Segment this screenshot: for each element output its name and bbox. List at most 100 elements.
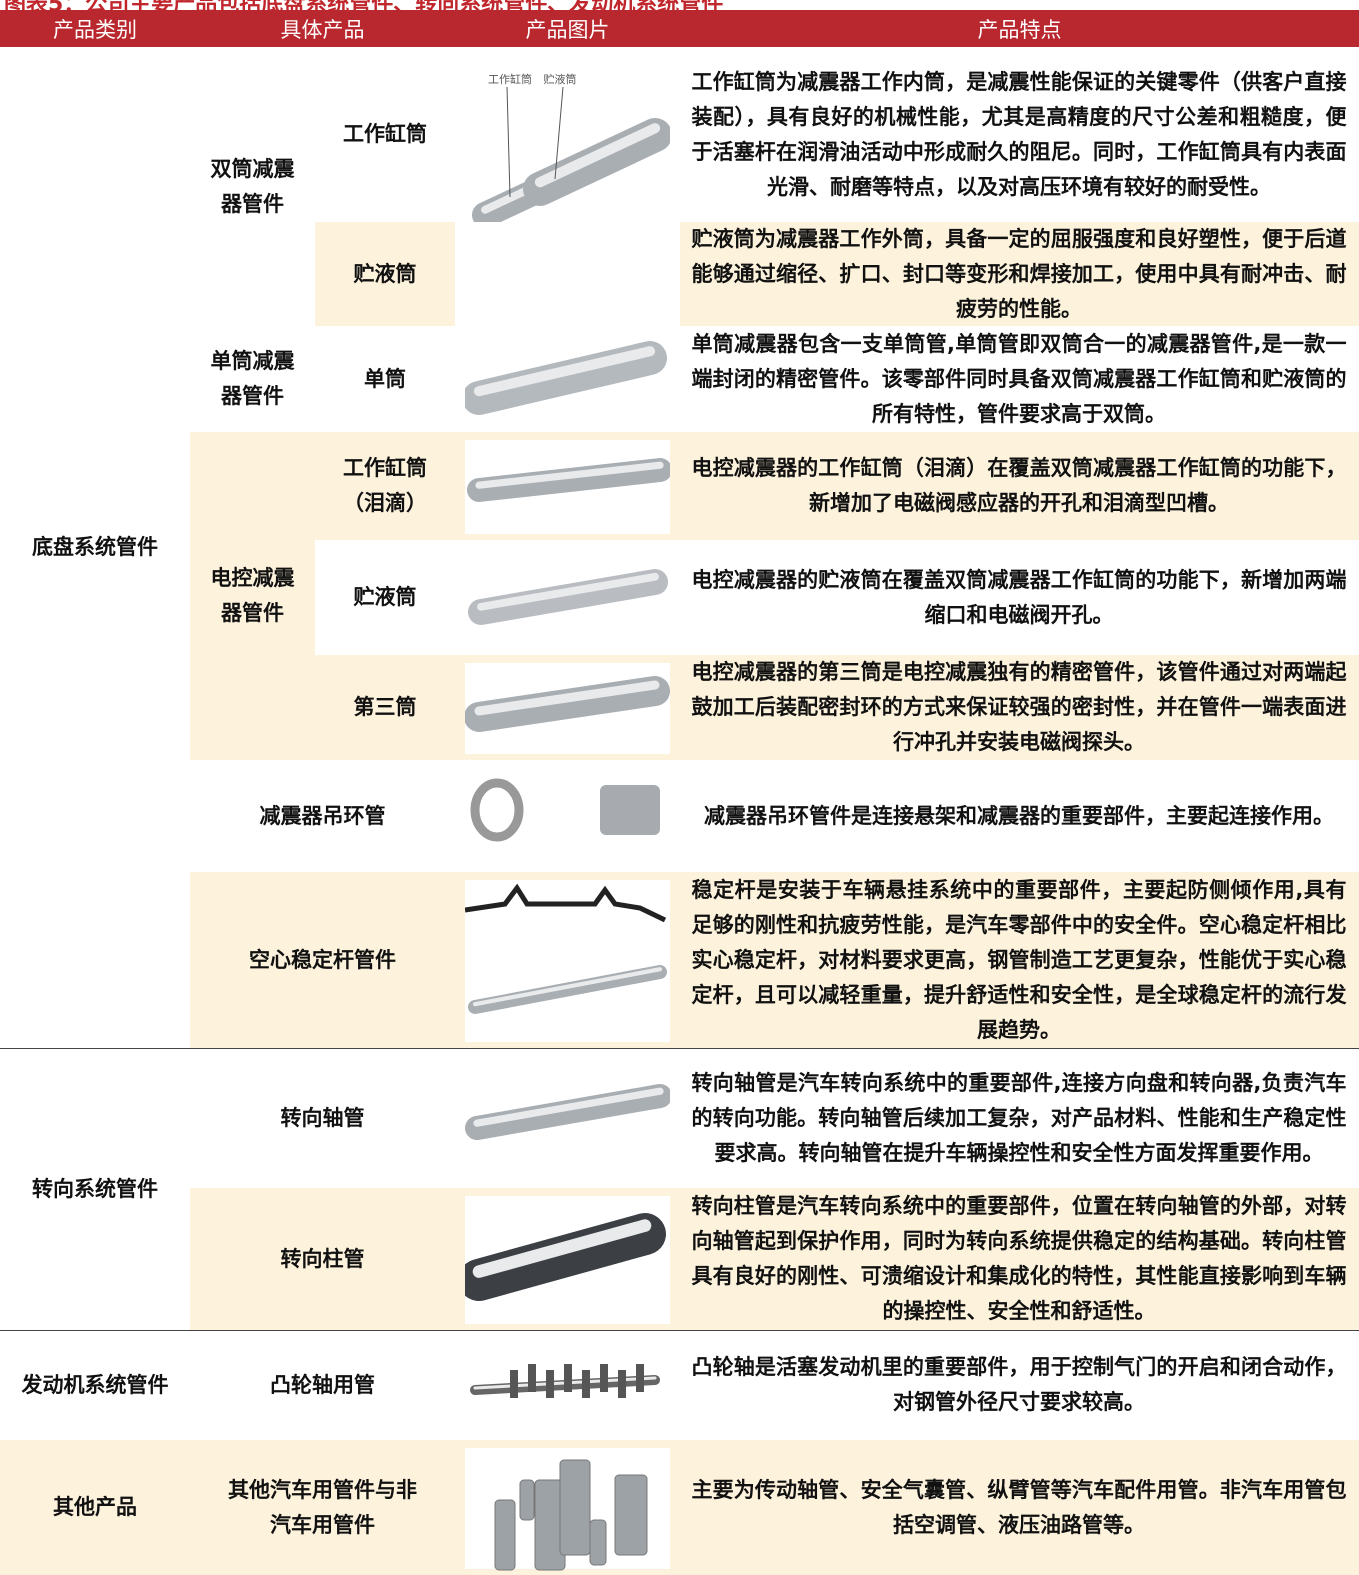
cream-bg <box>190 1188 1359 1330</box>
tube <box>465 1213 666 1301</box>
sub-category: 单筒减震器管件 <box>190 326 315 432</box>
tube-highlight <box>472 1219 652 1278</box>
description-text: 贮液筒为减震器工作外筒，具备一定的屈服强度和良好塑性，便于后道能够通过缩径、扩口… <box>691 226 1347 321</box>
column-header-text: 产品类别 <box>53 17 137 42</box>
sub-category-text: 单筒减震器管件 <box>210 349 295 408</box>
category-text: 转向系统管件 <box>32 1176 158 1201</box>
product-name: 空心稳定杆管件 <box>190 872 455 1048</box>
cam-lobe <box>528 1364 536 1392</box>
leader-line <box>554 86 564 180</box>
cream-bg <box>190 432 315 760</box>
description: 电控减震器的工作缸筒（泪滴）在覆盖双筒减震器工作缸筒的功能下，新增加了电磁阀感应… <box>688 432 1350 540</box>
product-name-text: 凸轮轴用管 <box>270 1372 375 1397</box>
tube-highlight <box>477 572 659 611</box>
cam-lobe <box>600 1364 608 1392</box>
cam-lobe <box>636 1364 644 1392</box>
description: 凸轮轴是活塞发动机里的重要部件，用于控制气门的开启和闭合动作，对钢管外径尺寸要求… <box>688 1330 1350 1440</box>
description: 单筒减震器包含一支单筒管,单筒管即双筒合一的减震器管件,是一款一端封闭的精密管件… <box>688 326 1350 432</box>
tube-highlight <box>473 346 656 397</box>
description-text: 转向柱管是汽车转向系统中的重要部件，位置在转向轴管的外部，对转向轴管起到保护作用… <box>691 1194 1347 1323</box>
description: 工作缸筒为减震器工作内筒，是减震性能保证的关键零件（供客户直接装配），具有良好的… <box>688 47 1350 222</box>
description-text: 减震器吊环管件是连接悬架和减震器的重要部件，主要起连接作用。 <box>704 803 1334 828</box>
category: 其他产品 <box>0 1440 190 1575</box>
product-name: 凸轮轴用管 <box>190 1330 455 1440</box>
tube-highlight <box>475 461 664 489</box>
product-picture <box>468 569 668 625</box>
product-name-text: 减震器吊环管 <box>259 803 386 828</box>
product-name: 减震器吊环管 <box>190 760 455 872</box>
description: 稳定杆是安装于车辆悬挂系统中的重要部件，主要起防侧倾作用,具有足够的刚性和抗疲劳… <box>688 872 1350 1048</box>
tube-piece <box>519 1479 535 1521</box>
product-picture <box>470 778 660 842</box>
product-picture <box>467 458 670 502</box>
product-name: 转向轴管 <box>190 1048 455 1188</box>
product-name-text: 贮液筒 <box>353 585 417 609</box>
tube <box>467 458 670 502</box>
tube <box>523 118 670 206</box>
product-picture: 工作缸筒 贮液筒 <box>472 72 670 222</box>
product-name: 贮液筒 <box>315 222 455 326</box>
product-name: 工作缸筒（泪滴） <box>315 432 455 540</box>
sub-category-text: 电控减震器管件 <box>210 566 295 625</box>
category-text: 底盘系统管件 <box>32 535 158 559</box>
cam-lobe <box>582 1370 590 1398</box>
description-text: 电控减震器的第三筒是电控减震独有的精密管件，该管件通过对两端起鼓加工后装配密封环… <box>691 660 1347 754</box>
image-label: 工作缸筒 <box>488 72 532 86</box>
description-text: 凸轮轴是活塞发动机里的重要部件，用于控制气门的开启和闭合动作，对钢管外径尺寸要求… <box>691 1355 1347 1414</box>
description-text: 转向轴管是汽车转向系统中的重要部件,连接方向盘和转向器,负责汽车的转向功能。转向… <box>691 1070 1347 1165</box>
tube <box>465 676 670 732</box>
column-header-text: 具体产品 <box>280 17 365 42</box>
header-bar <box>0 10 1359 47</box>
ring <box>470 778 524 842</box>
description-text: 工作缸筒为减震器工作内筒，是减震性能保证的关键零件（供客户直接装配），具有良好的… <box>691 69 1347 199</box>
description: 转向柱管是汽车转向系统中的重要部件，位置在转向轴管的外部，对转向轴管起到保护作用… <box>688 1188 1350 1330</box>
category-text: 其他产品 <box>53 1495 137 1519</box>
ring <box>600 785 660 835</box>
product-name-text: 其他汽车用管件与非汽车用管件 <box>228 1477 417 1537</box>
product-name-text: 工作缸筒 <box>343 122 427 146</box>
product-name-text: 第三筒 <box>353 695 417 719</box>
column-header: 产品特点 <box>680 10 1359 47</box>
sub-category: 双筒减震器管件 <box>190 47 315 326</box>
description: 转向轴管是汽车转向系统中的重要部件,连接方向盘和转向器,负责汽车的转向功能。转向… <box>688 1048 1350 1188</box>
sub-category: 电控减震器管件 <box>190 432 315 760</box>
tube-piece <box>559 1459 591 1556</box>
image-label: 贮液筒 <box>544 72 577 86</box>
tube-piece <box>614 1474 648 1556</box>
description-text: 电控减震器的贮液筒在覆盖双筒减震器工作缸筒的功能下，新增加两端缩口和电磁阀开孔。 <box>691 567 1347 627</box>
column-header: 产品图片 <box>455 10 680 47</box>
cam-lobe <box>510 1370 518 1398</box>
product-name-text: 工作缸筒（泪滴） <box>343 456 427 515</box>
product-name-text: 转向轴管 <box>280 1105 365 1130</box>
description: 减震器吊环管件是连接悬架和减震器的重要部件，主要起连接作用。 <box>688 760 1350 872</box>
tube-highlight <box>472 967 663 1007</box>
description-text: 电控减震器的工作缸筒（泪滴）在覆盖双筒减震器工作缸筒的功能下，新增加了电磁阀感应… <box>691 456 1347 515</box>
product-name: 其他汽车用管件与非汽车用管件 <box>190 1440 455 1575</box>
product-name-text: 空心稳定杆管件 <box>249 947 396 972</box>
product-name-text: 贮液筒 <box>353 261 417 286</box>
category: 发动机系统管件 <box>0 1330 190 1440</box>
product-name: 单筒 <box>315 326 455 432</box>
tube-piece <box>494 1499 516 1571</box>
description-text: 主要为传动轴管、安全气囊管、纵臂管等汽车配件用管。非汽车用管包括空调管、液压油路… <box>691 1477 1347 1537</box>
category: 底盘系统管件 <box>0 47 190 1048</box>
category-text: 发动机系统管件 <box>21 1372 169 1397</box>
product-picture <box>465 1213 666 1301</box>
description-text: 单筒减震器包含一支单筒管,单筒管即双筒合一的减震器管件,是一款一端封闭的精密管件… <box>691 331 1347 426</box>
description: 电控减震器的贮液筒在覆盖双筒减震器工作缸筒的功能下，新增加两端缩口和电磁阀开孔。 <box>688 540 1350 655</box>
category: 转向系统管件 <box>0 1048 190 1330</box>
product-name: 工作缸筒 <box>315 47 455 222</box>
product-name: 第三筒 <box>315 655 455 760</box>
column-header: 产品类别 <box>0 10 190 47</box>
product-picture <box>470 1364 660 1398</box>
tube-highlight <box>473 1087 664 1127</box>
description: 贮液筒为减震器工作外筒，具备一定的屈服强度和良好塑性，便于后道能够通过缩径、扩口… <box>688 222 1350 326</box>
description: 主要为传动轴管、安全气囊管、纵臂管等汽车配件用管。非汽车用管包括空调管、液压油路… <box>688 1440 1350 1575</box>
product-picture <box>494 1459 648 1571</box>
product-picture <box>465 1084 670 1140</box>
tube-highlight <box>534 123 661 188</box>
product-picture <box>465 676 670 732</box>
description-text: 稳定杆是安装于车辆悬挂系统中的重要部件，主要起防侧倾作用,具有足够的刚性和抗疲劳… <box>691 877 1347 1042</box>
